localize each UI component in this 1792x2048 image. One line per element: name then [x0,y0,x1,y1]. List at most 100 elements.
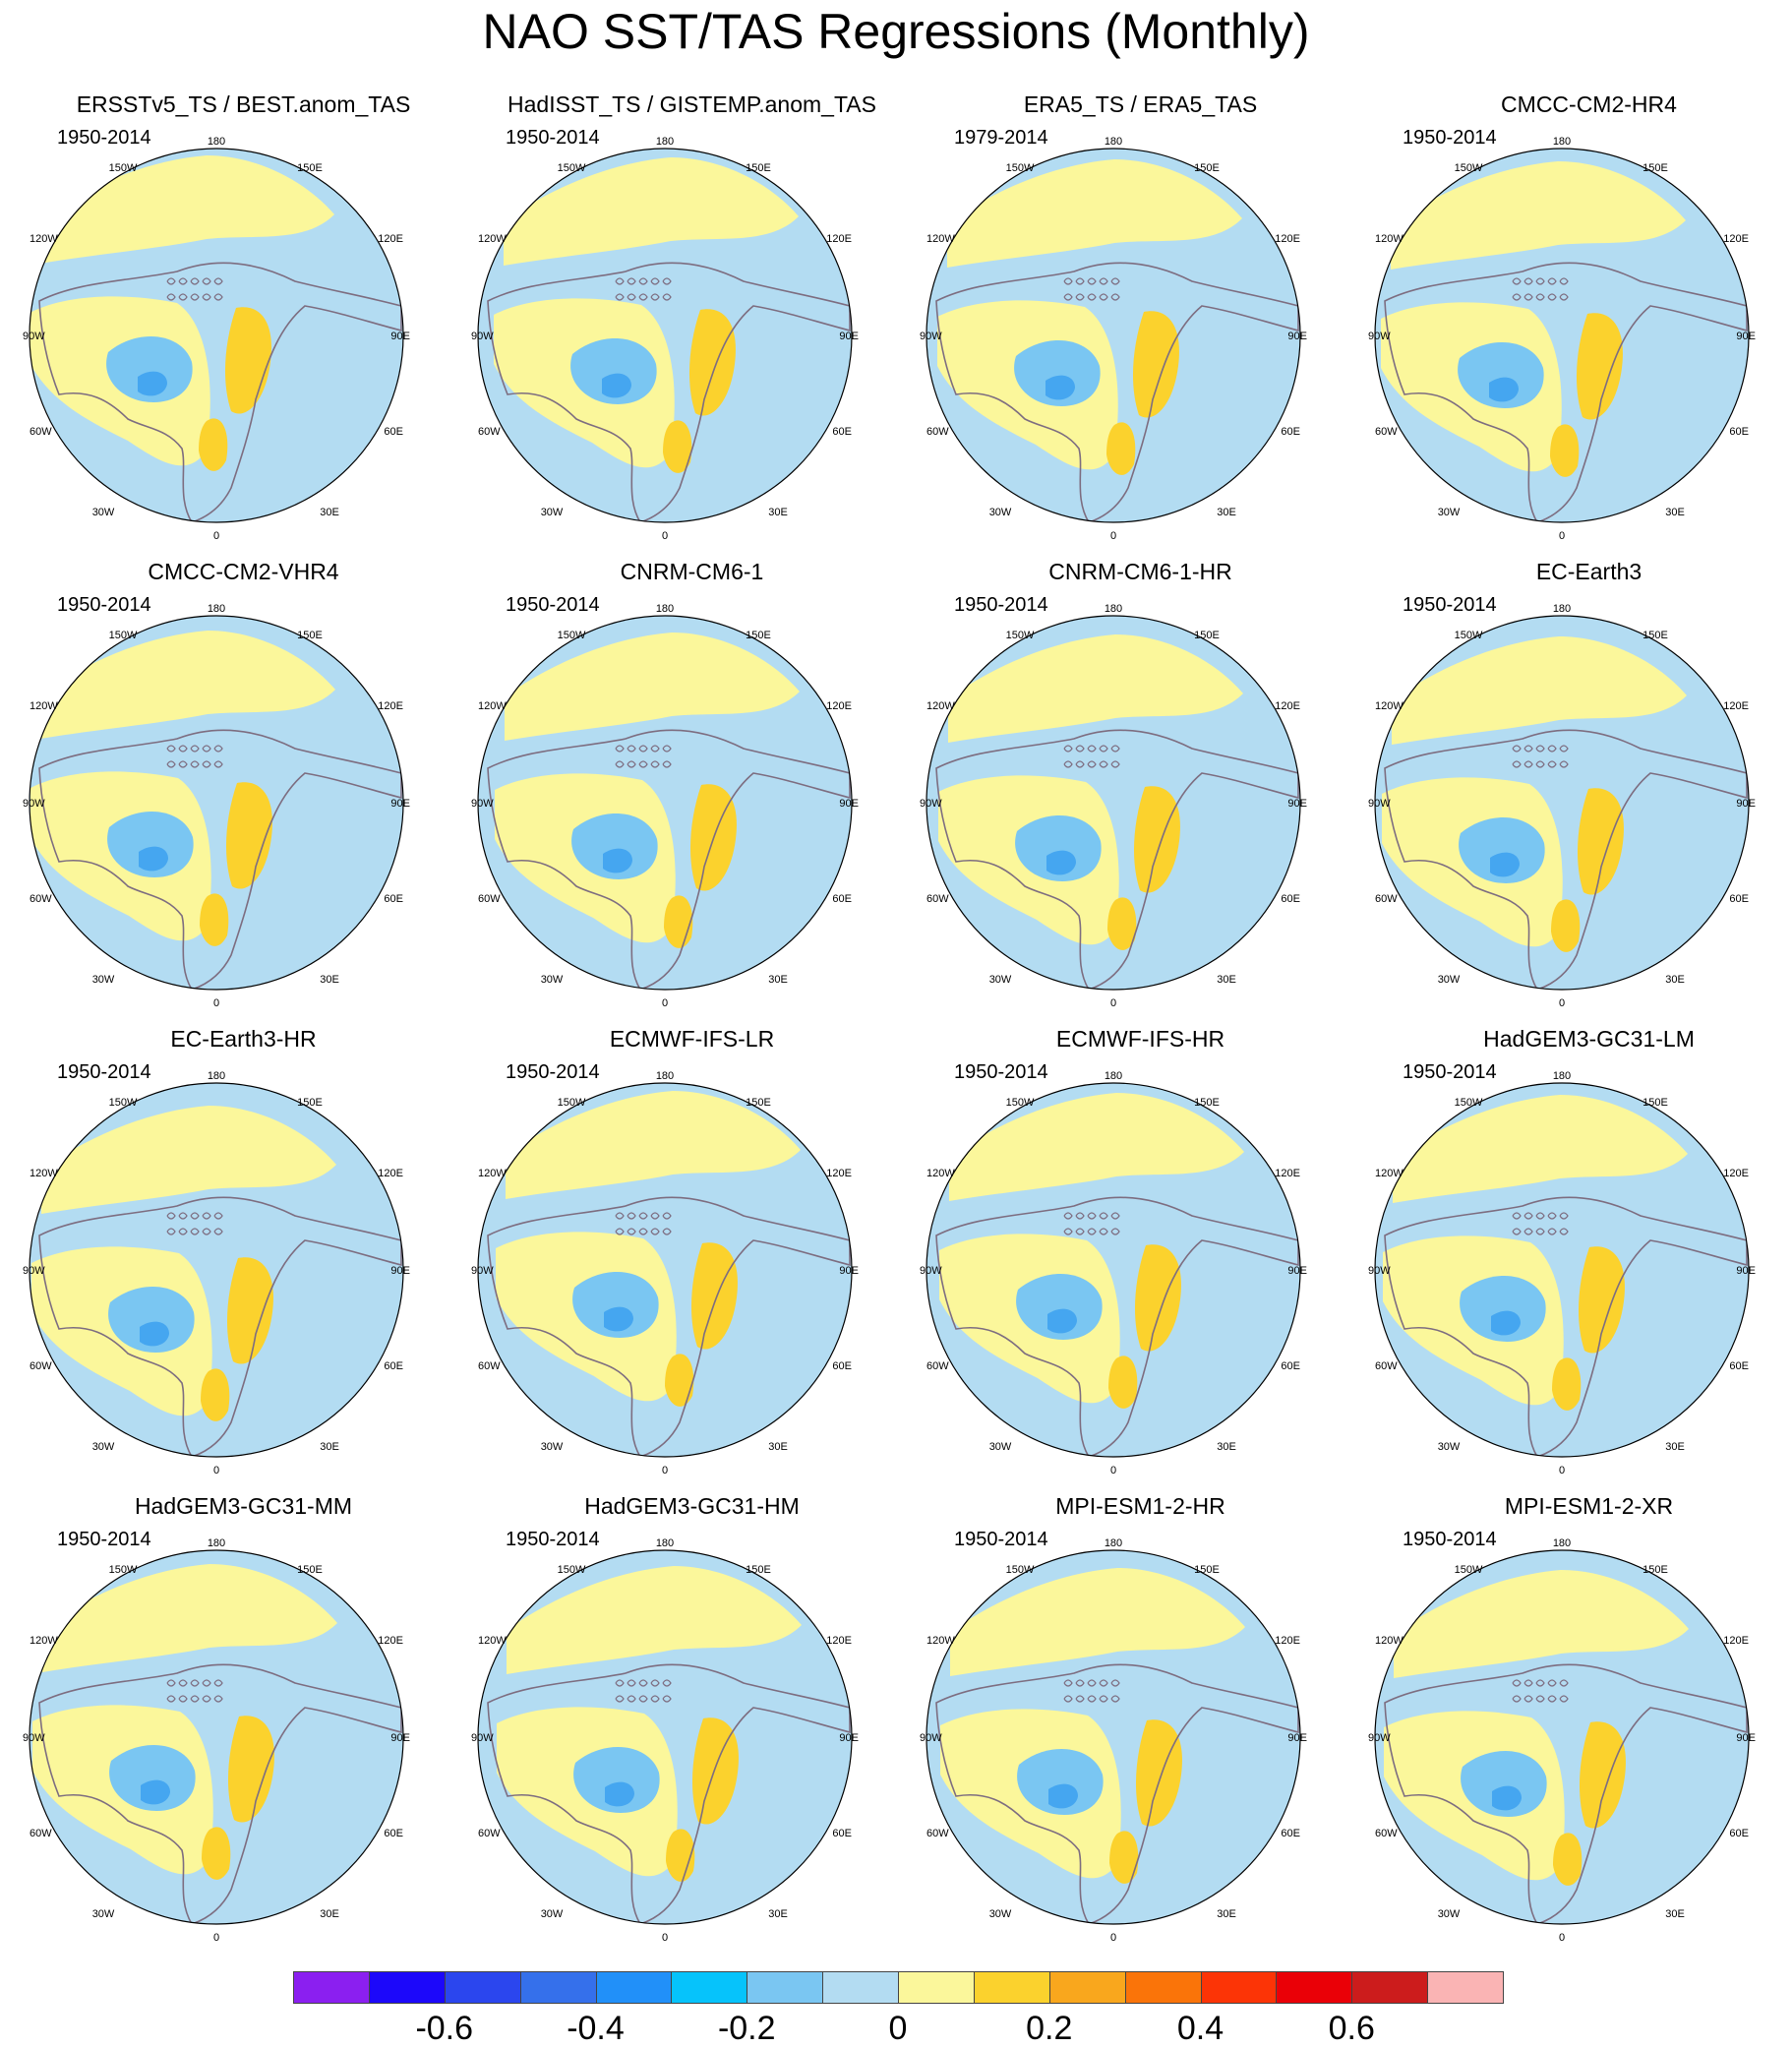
positive-anomaly-region [226,1257,273,1364]
island-outline [213,1695,223,1703]
map-boundary [29,148,404,523]
island-outline [190,1695,200,1703]
longitude-label: 90W [471,1732,494,1744]
panel-period: 1950-2014 [954,1529,1048,1550]
colorbar-swatch [595,1971,673,2004]
negative-anomaly-region [109,1744,196,1811]
longitude-label: 90W [23,798,45,810]
longitude-label: 60W [1375,1360,1398,1372]
positive-anomaly-region [691,1717,739,1825]
colorbar-swatch [747,1971,824,2004]
island-outline [213,745,223,753]
longitude-label: 30W [92,1441,115,1453]
island-outline [1099,760,1108,768]
longitude-label: 180 [208,1537,225,1549]
island-outline [650,1679,660,1687]
longitude-label: 120E [378,1168,403,1179]
island-outline [1075,293,1085,301]
longitude-label: 30E [768,1908,788,1920]
longitude-label: 90W [23,331,45,342]
map-panel: MPI-ESM1-2-XR 1950-2014 180 0 90W 90E 150W 120W… [1365,1492,1792,1955]
polar-map: 180 0 90W 90E 150W 120W 150E 120E 60W 30W 60E 30E [1368,1537,1756,1944]
panel-title: EC-Earth3 [1535,559,1643,584]
map-boundary [29,615,404,991]
island-outline [662,1212,672,1220]
longitude-label: 30W [1438,507,1461,518]
longitude-label: 0 [1559,530,1565,542]
positive-anomaly-region [201,1368,230,1421]
longitude-label: 120E [1723,1635,1749,1647]
island-outline [615,293,625,301]
positive-anomaly-region [665,1354,694,1407]
island-outline [202,277,211,285]
panel-title: ERA5_TS / ERA5_TAS [1023,91,1258,117]
island-outline [638,1212,648,1220]
island-outline [213,277,223,285]
map-panel: ERA5_TS / ERA5_TAS 1979-2014 180 0 90W 90E 150… [917,90,1364,553]
longitude-label: 0 [213,530,219,542]
longitude-label: 0 [1110,1465,1116,1476]
island-outline [1559,277,1569,285]
positive-anomaly-region [227,1716,274,1823]
longitude-label: 180 [656,1537,674,1549]
longitude-label: 60E [384,426,403,438]
island-outline [1547,745,1557,753]
island-outline [650,1212,660,1220]
longitude-label: 90W [1368,1265,1391,1277]
island-outline [202,1228,211,1235]
longitude-label: 120E [378,700,403,712]
coastline [935,262,1299,522]
map-boundary [926,148,1301,523]
island-outline [615,1228,625,1235]
positive-anomaly-region [41,1106,336,1214]
positive-anomaly-region [1576,313,1623,420]
longitude-label: 90W [23,1265,45,1277]
longitude-label: 90E [1736,1265,1756,1277]
panel-period: 1950-2014 [57,1529,151,1550]
map-panel: CMCC-CM2-HR4 1950-2014 180 0 90W 90E 150W 120W 1… [1365,90,1792,553]
colorbar-tick-label: 0.2 [1026,2010,1073,2047]
island-outline [627,293,636,301]
island-outline [1559,1212,1569,1220]
map-boundary [1374,615,1750,991]
longitude-label: 150W [1455,630,1483,641]
island-outline [1559,1695,1569,1703]
longitude-label: 0 [213,1465,219,1476]
longitude-label: 120W [926,1168,955,1179]
positive-anomaly-region [1392,636,1687,745]
island-outline [1512,1679,1522,1687]
island-outline [202,1679,211,1687]
island-outline [1512,293,1522,301]
longitude-label: 180 [208,136,225,148]
longitude-label: 90E [1736,798,1756,810]
island-outline [1063,277,1073,285]
longitude-label: 30E [1665,1441,1685,1453]
positive-anomaly-region [1551,899,1581,952]
longitude-label: 30E [1217,1441,1236,1453]
panel-title: CNRM-CM6-1 [620,559,764,584]
longitude-label: 0 [1110,1932,1116,1944]
positive-anomaly-region [666,1829,695,1882]
longitude-label: 60W [926,893,949,905]
longitude-label: 30E [1665,1908,1685,1920]
colorbar-swatch [973,1971,1050,2004]
map-panel: EC-Earth3-HR 1950-2014 180 0 90W 90E 150W 120W 1… [20,1025,467,1487]
longitude-label: 120W [1375,233,1404,245]
map-boundary [477,615,853,991]
colorbar-swatch [671,1971,748,2004]
coastline [1384,1663,1748,1924]
longitude-label: 60E [1281,1360,1300,1372]
longitude-label: 90W [1368,798,1391,810]
island-outline [615,745,625,753]
island-outline [1110,1695,1120,1703]
negative-anomaly-region [604,1306,633,1332]
longitude-label: 150E [1643,1097,1668,1109]
longitude-label: 30W [989,1441,1012,1453]
longitude-label: 30W [92,1908,115,1920]
coastline [38,262,402,522]
island-outline [213,760,223,768]
longitude-label: 150W [1006,630,1035,641]
longitude-label: 180 [208,603,225,615]
longitude-label: 60E [832,1828,852,1839]
island-outline [166,1228,176,1235]
